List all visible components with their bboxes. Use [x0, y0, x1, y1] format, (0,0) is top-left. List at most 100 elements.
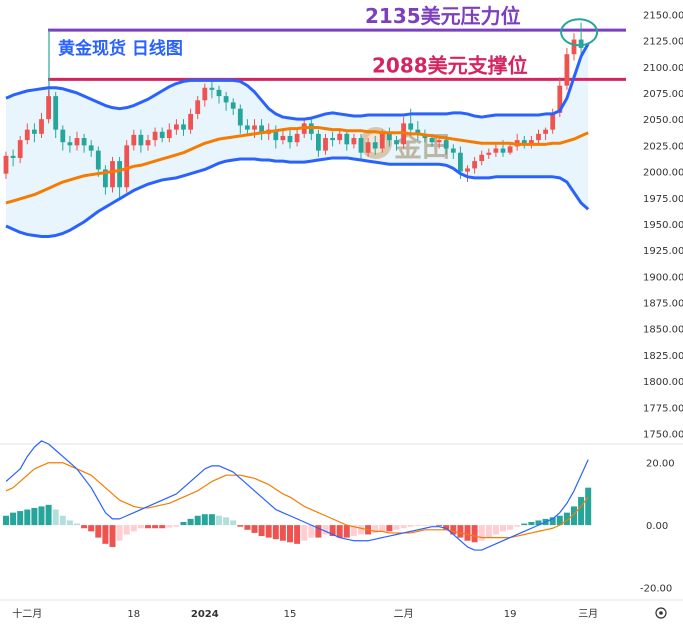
candle-body [500, 148, 506, 153]
macd-bar [137, 525, 144, 529]
candle-body [138, 134, 144, 146]
candle-body [152, 131, 158, 141]
level-label-2088: 2088美元支撑位 [372, 53, 528, 77]
candle-body [337, 133, 343, 141]
macd-bar [485, 525, 492, 538]
candle-body [479, 154, 485, 162]
candle-body [450, 148, 456, 153]
candle-body [124, 145, 130, 188]
candle-body [436, 140, 442, 143]
candle-body [237, 108, 243, 126]
macd-bar [301, 525, 308, 541]
highlight-ellipse [560, 18, 599, 47]
highlight-circle [560, 18, 599, 47]
candle-body [10, 155, 16, 158]
macd-bar [10, 512, 17, 526]
candle-body [521, 140, 527, 145]
macd-bar [500, 525, 506, 532]
macd-bar [471, 525, 478, 543]
macd-bar [549, 517, 556, 526]
candle-body [174, 124, 179, 130]
macd-bar [265, 525, 272, 538]
candle-body [536, 133, 541, 141]
macd-bar [429, 525, 435, 526]
candle-body [74, 138, 80, 146]
price-tick-label: 2000.00 [643, 168, 683, 179]
macd-bar [52, 509, 59, 526]
macd-bar [535, 520, 542, 526]
candle-body [195, 100, 201, 114]
indicator-lines [5, 42, 590, 239]
price-tick-label: 1875.00 [643, 299, 683, 310]
candle-body [53, 96, 59, 130]
macd-bar [358, 525, 364, 535]
macd-tick-label: 20.00 [646, 459, 675, 470]
candle-body [493, 148, 499, 153]
level-unit: 美元支撑位 [428, 53, 528, 77]
macd-bar [201, 514, 208, 526]
macd-bar [17, 511, 24, 526]
macd-bar [187, 518, 194, 526]
macd-bar [372, 525, 379, 533]
price-tick-label: 1925.00 [643, 246, 683, 257]
candle-body [550, 112, 556, 130]
macd-bar [24, 509, 31, 526]
candle-body [415, 129, 421, 134]
macd-bar [585, 487, 592, 526]
macd-bar [563, 512, 570, 526]
macd-bar [414, 525, 421, 527]
settings-gear-icon[interactable] [655, 607, 667, 619]
macd-lines [5, 440, 589, 551]
macd-bar [272, 525, 279, 540]
macd-bar [308, 525, 315, 538]
candle-body [259, 125, 264, 134]
candle-body [351, 138, 357, 145]
candle-body [280, 135, 286, 141]
candle-body [294, 133, 300, 143]
macd-bar [514, 525, 521, 527]
level-value: 2088 [372, 53, 428, 77]
macd-bar [571, 506, 577, 526]
candle-body [245, 125, 250, 130]
candle-body [443, 140, 449, 149]
macd-histogram [3, 487, 592, 547]
macd-bar [258, 525, 265, 537]
signal-line [5, 462, 589, 539]
candle-body [230, 102, 236, 109]
macd-bar [102, 525, 109, 544]
candle-body [46, 96, 51, 120]
macd-bar [223, 517, 230, 526]
macd-bar [464, 525, 471, 541]
macd-bar [180, 522, 187, 526]
price-tick-label: 1750.00 [643, 430, 683, 441]
lower-band-line [5, 156, 590, 239]
macd-bar [166, 525, 173, 528]
candles [3, 22, 584, 198]
macd-bar [379, 525, 386, 532]
macd-bar [329, 525, 336, 537]
candle-body [344, 133, 350, 145]
macd-bar [279, 525, 286, 541]
macd-bar [322, 525, 329, 535]
candle-body [145, 140, 151, 146]
date-tick-label: 18 [127, 609, 140, 620]
macd-bar [443, 525, 450, 530]
date-tick-label: 15 [284, 609, 297, 620]
macd-bar [194, 515, 201, 526]
candle-body [379, 133, 385, 149]
macd-bar [450, 525, 457, 535]
macd-bar [350, 525, 357, 537]
macd-bar [457, 525, 464, 538]
macd-bar [130, 525, 137, 532]
date-tick-label: 十二月 [12, 607, 42, 620]
price-tick-label: 2150.00 [643, 10, 683, 21]
candle-body [472, 161, 477, 169]
candle-body [181, 124, 186, 130]
macd-bar [393, 525, 400, 530]
candle-body [529, 140, 534, 145]
macd-bar [556, 515, 563, 526]
macd-bar [116, 525, 123, 541]
candle-body [316, 133, 321, 151]
price-tick-label: 2050.00 [643, 115, 683, 126]
date-tick-label: 三月 [578, 608, 598, 620]
